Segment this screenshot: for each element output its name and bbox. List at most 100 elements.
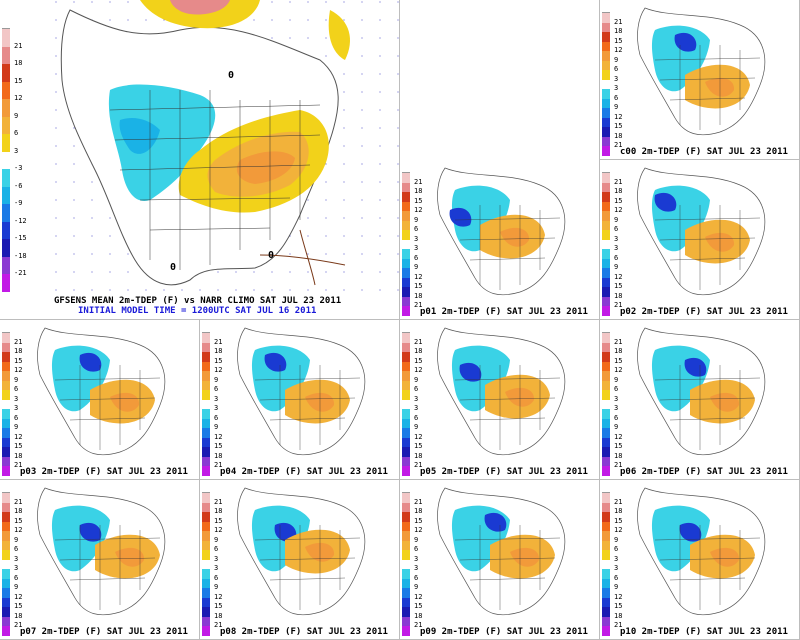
colorbar-tick-label: 15 [614,602,623,610]
colorbar-tick-label: 15 [414,282,423,290]
colorbar-swatch [2,169,10,187]
colorbar-swatch [2,521,10,531]
colorbar-tick-label: 21 [14,621,23,629]
colorbar-swatch [602,390,610,400]
colorbar-swatch [402,361,410,371]
colorbar-tick-label: 6 [14,573,19,582]
colorbar-tick-label: 15 [14,516,23,525]
colorbar-swatch [2,502,10,512]
colorbar-swatch [402,211,410,221]
colorbar-tick-label: 9 [414,583,419,591]
colorbar-tick-label: 15 [14,442,23,450]
colorbar-swatch [202,569,210,579]
colorbar-tick-label: 21 [614,141,623,149]
colorbar-tick-label: 15 [614,516,623,525]
colorbar-tick-label: 15 [614,282,623,290]
zero-contour-label: 0 [170,262,177,273]
member-panel-p10: 21 18 15 12 9 6 3 3 6 9 12 15 18 21 p10 2m-TDEP (F) SA… [600,480,800,640]
colorbar-tick-label: 21 [14,461,23,469]
colorbar-swatch [602,531,610,541]
colorbar-swatch [202,607,210,617]
colorbar-swatch [602,626,610,636]
colorbar-swatch [402,306,410,316]
colorbar-tick-label: 21 [614,621,623,629]
colorbar-swatch [402,456,410,466]
colorbar-swatch [602,22,610,32]
main-subtitle: INITIAL MODEL TIME = 1200UTC SAT JUL 16 … [78,306,317,316]
colorbar-tick-label: 3 [614,244,619,252]
colorbar-swatch [2,540,10,550]
colorbar-tick-label: 18 [214,611,223,620]
zero-contour-label: 0 [228,70,235,81]
colorbar-tick-label: 18 [414,187,423,195]
colorbar-tick-label: 15 [414,602,423,610]
colorbar-swatch [602,41,610,51]
colorbar-swatch [402,380,410,390]
colorbar-swatch [202,332,210,343]
colorbar-swatch [602,332,610,343]
main-map-image [40,0,399,300]
member-colorbar: 21 18 15 12 9 6 3 3 6 9 12 15 18 21 [402,332,422,476]
colorbar-swatch [602,597,610,607]
colorbar-swatch [2,28,10,47]
colorbar-tick-label: 15 [214,516,223,525]
colorbar-swatch [202,447,210,457]
colorbar-tick-label: 3 [14,564,19,572]
colorbar-swatch [602,607,610,617]
member-map-image [37,487,166,616]
colorbar-tick-label: 15 [414,356,423,365]
colorbar-swatch [2,466,10,476]
colorbar-tick-label: 9 [14,375,19,384]
main-map-panel: 21 18 15 12 9 6 3 -3 -6 -9 -12 -15 -18 -21 0 0 0 GFSE… [0,0,400,320]
colorbar-tick-label: 12 [614,112,623,121]
colorbar-tick-label: 9 [614,263,619,271]
member-panel-p09: 21 18 15 12 9 6 3 3 6 9 12 15 18 21 p09 2m-TDEP (F) SA… [400,480,600,640]
colorbar-tick-label: 21 [614,461,623,469]
member-title: p08 2m-TDEP (F) SAT JUL 23 2011 [220,627,388,637]
colorbar-swatch [2,409,10,419]
colorbar-tick-label: 12 [14,94,23,102]
colorbar-swatch [602,249,610,259]
colorbar-tick-label: 12 [14,366,23,374]
colorbar-tick-label: 15 [14,76,23,85]
colorbar-swatch [602,172,610,183]
colorbar-tick-label: 18 [14,451,23,460]
colorbar-swatch [402,502,410,512]
colorbar-tick-label: 9 [614,103,619,111]
colorbar-swatch [202,409,210,419]
colorbar-swatch [602,371,610,381]
colorbar-swatch [402,492,410,503]
colorbar-tick-label: 18 [214,507,223,515]
member-colorbar: 21 18 15 12 9 6 3 3 6 9 12 15 18 21 [602,492,622,636]
colorbar-tick-label: -18 [14,251,27,260]
colorbar-tick-label: 6 [14,413,19,422]
colorbar-tick-label: 3 [214,404,219,412]
colorbar-tick-label: 21 [214,621,223,629]
member-colorbar: 21 18 15 12 9 6 3 3 6 9 12 15 18 21 [602,172,622,316]
colorbar-swatch [602,352,610,362]
colorbar-tick-label: 3 [14,394,19,403]
colorbar-swatch [402,437,410,447]
colorbar-swatch [602,502,610,512]
colorbar-swatch [402,201,410,211]
colorbar-tick-label: 15 [614,442,623,450]
colorbar-swatch [602,550,610,560]
colorbar-swatch [602,418,610,428]
member-colorbar: 21 18 15 12 9 6 3 3 6 9 12 15 18 21 [2,332,22,476]
member-map-image [637,487,766,616]
colorbar-tick-label: 21 [414,301,423,309]
colorbar-swatch [402,521,410,531]
colorbar-tick-label: 12 [214,432,223,441]
colorbar-tick-label: 21 [214,337,223,346]
colorbar-tick-label: 12 [214,592,223,601]
member-title: p06 2m-TDEP (F) SAT JUL 23 2011 [620,467,788,477]
colorbar-swatch [402,418,410,428]
colorbar-tick-label: 21 [14,41,23,50]
colorbar-tick-label: 15 [214,356,223,365]
colorbar-swatch [402,447,410,457]
main-title: GFSENS MEAN 2m-TDEP (F) vs NARR CLIMO SA… [54,296,342,306]
member-map-image [237,327,366,456]
colorbar-swatch [2,428,10,438]
colorbar-tick-label: 3 [14,146,19,155]
colorbar-tick-label: 6 [414,253,419,262]
